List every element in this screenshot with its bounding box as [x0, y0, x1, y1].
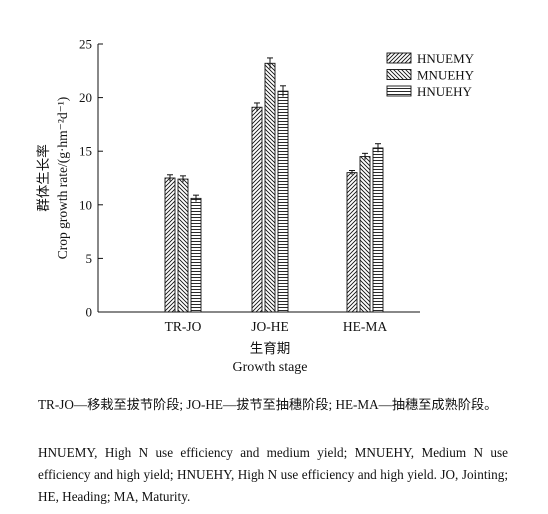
y-tick-label: 0 — [86, 305, 93, 320]
legend-swatch-hnuemy — [386, 52, 412, 64]
y-tick-label: 5 — [86, 251, 93, 266]
chart-canvas: 0 5 10 15 20 25 TR-JO JO-HE HE-MA HNUEMY MNUEHYH… — [35, 37, 475, 376]
caption-chinese: TR-JO—移栽至拔节阶段; JO-HE—拔节至抽穗阶段; HE-MA—抽穗至成… — [38, 397, 498, 412]
legend-label-hnuemy: HNUEMY — [417, 51, 475, 66]
y-axis-label: Crop growth rate/(g·hm⁻²d⁻¹) — [55, 97, 70, 260]
y-tick-label: 20 — [79, 90, 92, 105]
y-tick-label: 25 — [79, 37, 92, 52]
y-ticks: 0 5 10 15 20 25 — [79, 37, 103, 320]
bar-hnuemy-tr-jo — [164, 177, 176, 313]
bar-mnuehy-tr-jo — [177, 178, 189, 313]
bar-hnuemy-jo-he — [251, 106, 263, 313]
x-axis-label-zh: 生育期 — [250, 341, 291, 356]
x-axis-label: Growth stage — [232, 360, 307, 375]
bar-hnuehy-tr-jo — [190, 197, 202, 313]
bar-hnuemy-he-ma — [346, 172, 358, 313]
bar-mnuehy-he-ma — [359, 156, 371, 313]
x-tick-label: TR-JO — [165, 319, 202, 334]
x-tick-label: JO-HE — [251, 319, 289, 334]
bar-hnuehy-he-ma — [372, 147, 384, 313]
bars — [164, 57, 384, 313]
y-tick-label: 10 — [79, 197, 92, 212]
x-ticks: TR-JO JO-HE HE-MA — [165, 319, 388, 334]
legend-swatch-mnuehy — [386, 69, 412, 80]
bar-hnuehy-jo-he — [277, 90, 289, 313]
caption-english: HNUEMY, High N use efficiency and medium… — [38, 445, 508, 504]
bar-mnuehy-jo-he — [264, 62, 276, 313]
x-tick-label: HE-MA — [343, 319, 387, 334]
y-axis-label-zh: 群体生长率 — [35, 144, 51, 212]
y-tick-label: 15 — [79, 144, 92, 159]
legend-label-mnuehy: MNUEHY — [417, 68, 475, 83]
legend-label-hnuehy: HNUEHY — [417, 84, 472, 99]
chart: 0 5 10 15 20 25 TR-JO JO-HE HE-MA HNUEMY MNUEHY H… — [35, 37, 475, 376]
legend-swatch-hnuehy — [386, 85, 412, 97]
